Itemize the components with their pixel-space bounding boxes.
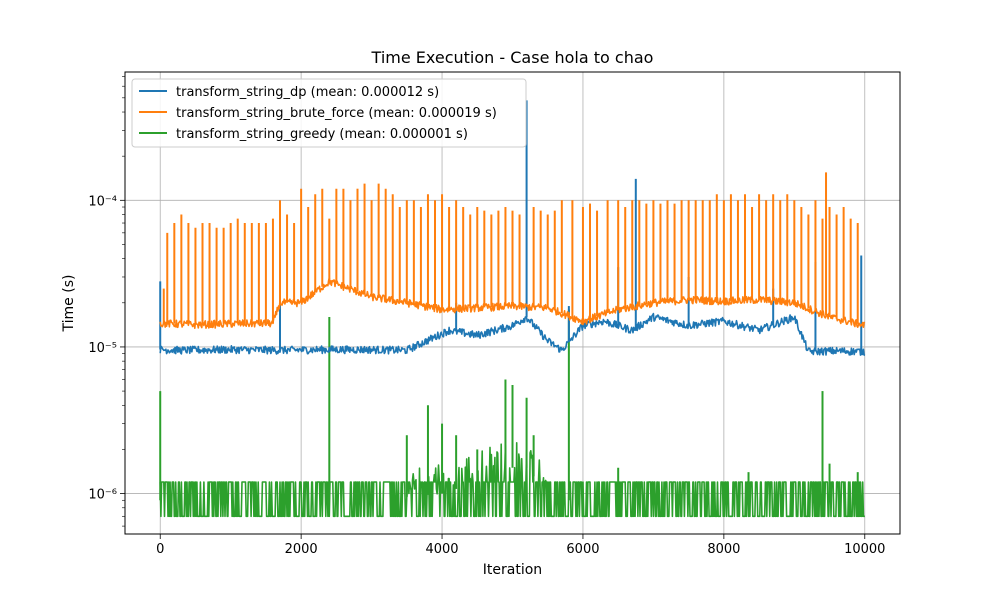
y-axis-ticks: 10⁻⁶ 10⁻⁵ 10⁻⁴ (88, 76, 125, 527)
x-tick-label: 0 (156, 542, 164, 557)
series-layer (159, 100, 866, 518)
series-2 (159, 309, 865, 518)
legend-label-dp: transform_string_dp (mean: 0.000012 s) (176, 85, 439, 100)
x-tick-label: 8000 (707, 542, 740, 557)
chart-title: Time Execution - Case hola to chao (371, 48, 654, 67)
series-line (159, 442, 865, 518)
x-axis-ticks: 0 2000 4000 6000 8000 10000 (156, 534, 885, 557)
x-tick-label: 6000 (566, 542, 599, 557)
series-line (159, 312, 866, 357)
legend-label-brute-force: transform_string_brute_force (mean: 0.00… (176, 106, 497, 121)
y-tick-label: 10⁻⁶ (88, 488, 117, 503)
series-1 (159, 172, 866, 329)
legend: transform_string_dp (mean: 0.000012 s) t… (131, 78, 527, 148)
y-tick-label: 10⁻⁴ (88, 194, 117, 209)
x-tick-label: 4000 (425, 542, 458, 557)
legend-label-greedy: transform_string_greedy (mean: 0.000001 … (176, 127, 468, 142)
x-tick-label: 2000 (285, 542, 318, 557)
legend-box (131, 78, 527, 148)
y-tick-label: 10⁻⁵ (88, 341, 117, 356)
x-axis-label: Iteration (483, 562, 542, 578)
y-axis-label: Time (s) (61, 275, 77, 333)
x-tick-label: 10000 (844, 542, 885, 557)
